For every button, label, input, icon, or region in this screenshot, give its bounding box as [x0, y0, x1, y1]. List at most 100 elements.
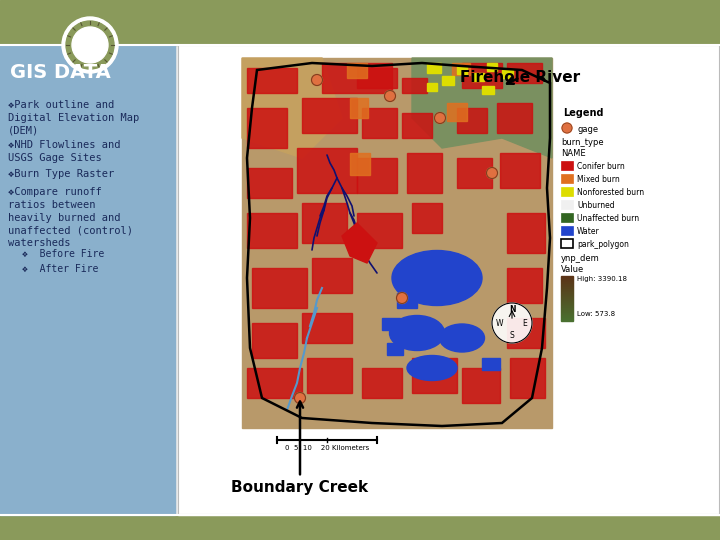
Bar	[561, 187, 573, 196]
Bar	[447, 103, 467, 121]
Bar	[561, 280, 573, 281]
Bar	[561, 294, 573, 295]
Bar	[382, 318, 400, 330]
Text: 0  5  10    20 Kilometers: 0 5 10 20 Kilometers	[285, 445, 369, 451]
Text: Unaffected burn: Unaffected burn	[577, 214, 639, 223]
Bar	[247, 168, 292, 198]
Text: Nonforested burn: Nonforested burn	[577, 188, 644, 197]
Bar	[502, 70, 513, 78]
Bar	[242, 58, 552, 428]
Bar	[561, 305, 573, 306]
Bar	[457, 66, 467, 74]
Bar	[561, 276, 573, 277]
Bar	[561, 316, 573, 317]
Circle shape	[562, 123, 572, 133]
Bar	[561, 302, 573, 303]
Bar	[561, 174, 573, 183]
Bar	[452, 63, 470, 75]
Text: S: S	[510, 332, 514, 341]
Ellipse shape	[439, 324, 485, 352]
Circle shape	[312, 75, 323, 85]
Bar	[297, 148, 357, 193]
Bar	[561, 299, 573, 300]
Text: E: E	[523, 319, 527, 327]
Bar	[427, 63, 441, 73]
Bar	[561, 200, 573, 209]
Bar	[350, 153, 370, 175]
Bar	[497, 103, 532, 133]
Bar	[387, 343, 403, 355]
Bar	[462, 63, 502, 88]
Bar	[350, 98, 368, 118]
Bar	[412, 203, 442, 233]
Bar	[555, 100, 710, 420]
Bar	[362, 368, 402, 398]
Bar	[561, 282, 573, 283]
Bar	[247, 213, 297, 248]
Circle shape	[66, 21, 114, 69]
Bar	[561, 300, 573, 301]
Bar	[561, 315, 573, 316]
Bar	[510, 358, 545, 398]
Text: ynp_dem: ynp_dem	[561, 254, 600, 263]
Bar	[561, 288, 573, 289]
Ellipse shape	[407, 355, 457, 381]
Text: Boundary Creek: Boundary Creek	[231, 402, 369, 495]
Bar	[561, 286, 573, 287]
Bar	[561, 309, 573, 310]
Bar	[561, 306, 573, 307]
Bar	[561, 301, 573, 302]
Bar	[307, 358, 352, 393]
Bar	[482, 358, 500, 370]
Circle shape	[384, 91, 395, 102]
Bar	[561, 285, 573, 286]
Bar	[561, 303, 573, 304]
Bar	[397, 293, 417, 308]
Bar	[561, 312, 573, 313]
Text: NAME: NAME	[561, 149, 585, 158]
Bar	[561, 279, 573, 280]
Bar	[561, 311, 573, 312]
Bar	[302, 313, 352, 343]
Bar	[561, 278, 573, 279]
Text: ❖Park outline and
Digital Elevation Map
(DEM): ❖Park outline and Digital Elevation Map …	[8, 100, 139, 136]
Circle shape	[62, 17, 118, 73]
Bar	[507, 213, 545, 253]
Bar	[500, 153, 540, 188]
Bar	[457, 158, 492, 188]
Bar	[247, 108, 287, 148]
Text: Legend: Legend	[563, 108, 603, 118]
Text: gage: gage	[577, 125, 598, 134]
Bar	[322, 63, 392, 93]
Bar	[561, 308, 573, 309]
Bar	[561, 318, 573, 319]
Bar	[302, 203, 347, 243]
Bar	[357, 158, 397, 193]
Text: Low: 573.8: Low: 573.8	[577, 311, 615, 317]
Bar	[402, 113, 432, 138]
Bar	[561, 319, 573, 320]
Bar	[561, 290, 573, 291]
Bar	[312, 258, 352, 293]
Bar	[487, 63, 497, 71]
Bar	[561, 284, 573, 285]
Bar	[482, 86, 494, 94]
Bar	[561, 289, 573, 290]
Bar	[561, 307, 573, 308]
Text: Firehole River: Firehole River	[460, 70, 580, 85]
Circle shape	[434, 112, 446, 124]
Bar	[561, 320, 573, 321]
Bar	[178, 45, 719, 514]
Bar	[561, 296, 573, 297]
Bar	[357, 213, 402, 248]
Bar	[561, 277, 573, 278]
Text: park_polygon: park_polygon	[577, 240, 629, 249]
Bar	[507, 63, 542, 83]
Bar	[0, 0, 720, 45]
Bar	[457, 108, 487, 133]
Bar	[412, 358, 457, 393]
Bar	[0, 515, 720, 540]
Bar	[561, 213, 573, 222]
Text: Unburned: Unburned	[577, 201, 615, 210]
Bar	[427, 83, 437, 91]
